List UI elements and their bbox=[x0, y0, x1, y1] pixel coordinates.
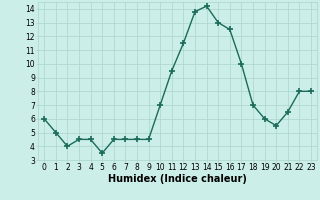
X-axis label: Humidex (Indice chaleur): Humidex (Indice chaleur) bbox=[108, 174, 247, 184]
